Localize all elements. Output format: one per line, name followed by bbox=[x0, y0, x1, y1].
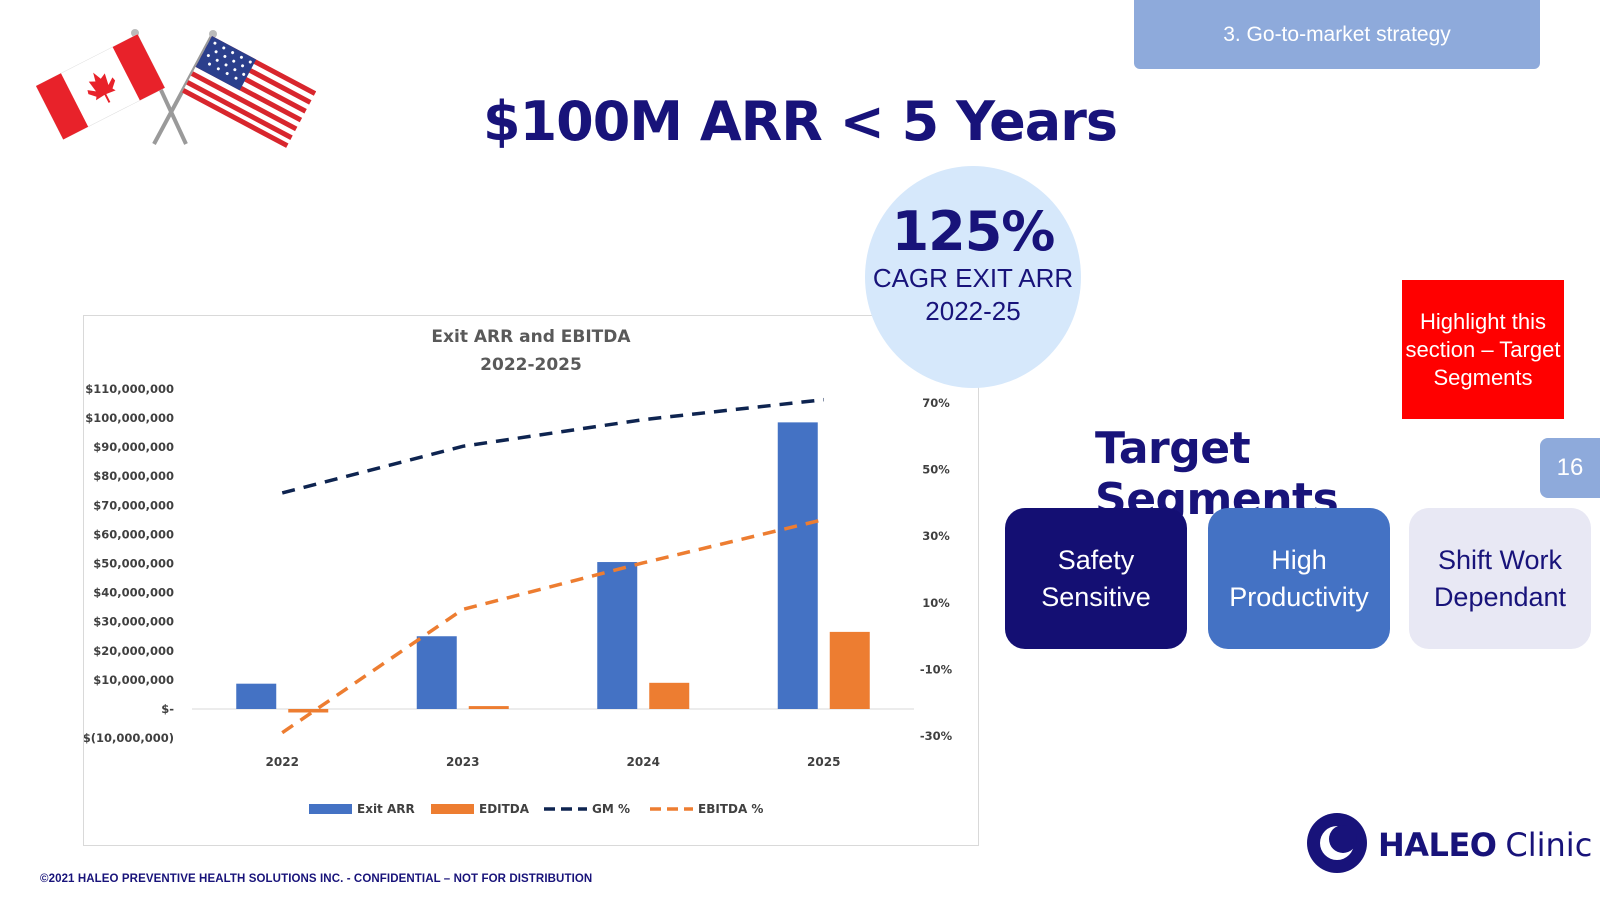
y-left-tick-label: $40,000,000 bbox=[93, 586, 174, 600]
y-right-tick-label: 70% bbox=[922, 396, 950, 410]
y-left-tick-label: $20,000,000 bbox=[93, 644, 174, 658]
y-left-tick-label: $80,000,000 bbox=[93, 469, 174, 483]
cagr-value: 125% bbox=[891, 200, 1056, 263]
bar-editda bbox=[649, 682, 690, 709]
y-left-tick-label: $60,000,000 bbox=[93, 527, 174, 541]
x-tick-label: 2024 bbox=[627, 755, 660, 769]
y-left-tick-label: $10,000,000 bbox=[93, 673, 174, 687]
chart-title: Exit ARR and EBITDA bbox=[431, 327, 631, 347]
y-left-tick-label: $100,000,000 bbox=[85, 411, 174, 425]
section-tab[interactable]: 3. Go-to-market strategy bbox=[1134, 0, 1540, 69]
y-left-tick-label: $90,000,000 bbox=[93, 440, 174, 454]
logo-wordmark: HALEO Clinic bbox=[1378, 826, 1592, 864]
x-tick-label: 2025 bbox=[807, 755, 840, 769]
segment-high-productivity[interactable]: High Productivity bbox=[1208, 508, 1390, 649]
line-gm- bbox=[281, 397, 824, 495]
highlight-note-text: Highlight this section – Target Segments bbox=[1405, 308, 1561, 390]
y-right-tick-label: 10% bbox=[922, 596, 950, 610]
segment-label: High Productivity bbox=[1229, 544, 1369, 612]
x-tick-label: 2022 bbox=[266, 755, 299, 769]
page-title-text: $100M ARR < 5 Years bbox=[483, 90, 1118, 153]
cagr-label-line1: CAGR EXIT ARR bbox=[872, 263, 1074, 293]
y-left-tick-label: $30,000,000 bbox=[93, 615, 174, 629]
y-right-tick-label: -30% bbox=[920, 729, 953, 743]
chart-container: Exit ARR and EBITDA 2022-2025 $(10,000,000… bbox=[83, 315, 979, 846]
y-left-tick-label: $(10,000,000) bbox=[84, 731, 174, 745]
legend-swatch bbox=[431, 804, 474, 814]
y-left-tick-label: $110,000,000 bbox=[85, 382, 174, 396]
x-tick-label: 2023 bbox=[446, 755, 479, 769]
bar-exit-arr bbox=[416, 636, 457, 709]
logo-product: Clinic bbox=[1505, 826, 1593, 864]
chart-subtitle: 2022-2025 bbox=[480, 355, 582, 375]
y-left-tick-label: $- bbox=[161, 702, 174, 716]
usa-flag-icon bbox=[152, 30, 316, 148]
haleo-clinic-logo: HALEO Clinic bbox=[1306, 812, 1600, 876]
logo-brand: HALEO bbox=[1378, 826, 1497, 864]
line-ebitda- bbox=[281, 517, 825, 735]
y-left-tick-label: $50,000,000 bbox=[93, 557, 174, 571]
canada-flag-icon bbox=[36, 29, 188, 145]
flags-illustration bbox=[36, 29, 316, 148]
bar-exit-arr bbox=[236, 683, 277, 709]
page-title: $100M ARR < 5 Years bbox=[0, 90, 1600, 153]
segment-label: Safety Sensitive bbox=[1041, 544, 1151, 612]
haleo-logo-icon bbox=[1307, 813, 1367, 873]
bar-editda bbox=[829, 631, 870, 709]
y-right-tick-label: 30% bbox=[922, 529, 950, 543]
bar-editda bbox=[468, 706, 509, 709]
exit-arr-ebitda-chart: Exit ARR and EBITDA 2022-2025 $(10,000,000… bbox=[84, 327, 953, 816]
y-right-tick-label: -10% bbox=[920, 662, 953, 676]
bar-exit-arr bbox=[777, 422, 818, 709]
cagr-label-line2: 2022-25 bbox=[925, 296, 1021, 326]
segment-shift-work-dependant[interactable]: Shift Work Dependant bbox=[1409, 508, 1591, 649]
highlight-note: Highlight this section – Target Segments bbox=[1402, 280, 1564, 419]
page-number-badge: 16 bbox=[1540, 438, 1600, 498]
legend-label: GM % bbox=[592, 802, 630, 816]
segment-label: Shift Work Dependant bbox=[1433, 544, 1567, 612]
legend-label: Exit ARR bbox=[357, 802, 415, 816]
bar-exit-arr bbox=[597, 562, 638, 709]
legend-swatch bbox=[309, 804, 352, 814]
cagr-bubble: 125% CAGR EXIT ARR 2022-25 bbox=[865, 166, 1081, 388]
footer-copyright: ©2021 HALEO PREVENTIVE HEALTH SOLUTIONS … bbox=[40, 873, 593, 885]
y-right-tick-label: 50% bbox=[922, 463, 950, 477]
y-left-tick-label: $70,000,000 bbox=[93, 498, 174, 512]
legend-label: EDITDA bbox=[479, 802, 530, 816]
segment-safety-sensitive[interactable]: Safety Sensitive bbox=[1005, 508, 1187, 649]
legend-label: EBITDA % bbox=[698, 802, 763, 816]
bar-editda bbox=[288, 709, 329, 713]
